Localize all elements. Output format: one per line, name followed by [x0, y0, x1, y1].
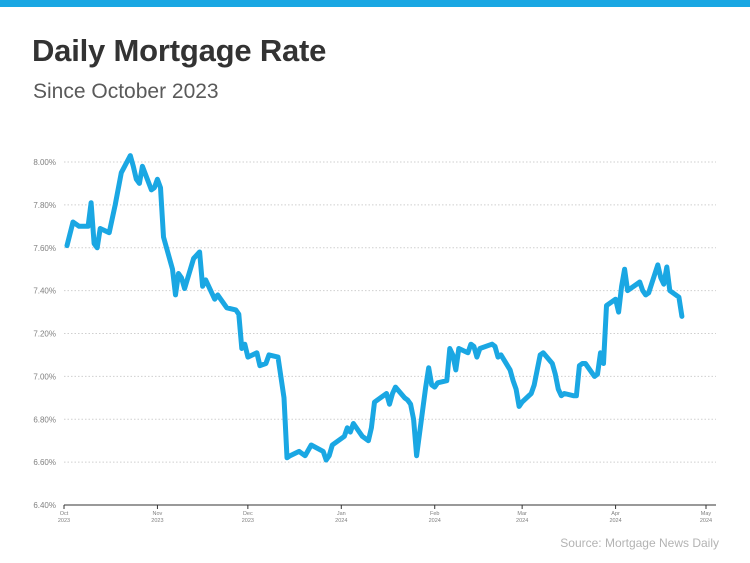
y-tick-label: 6.80%	[33, 415, 56, 424]
x-tick-year-label: 2024	[335, 518, 347, 524]
x-tick-month-label: Jan	[337, 511, 346, 517]
x-tick-month-label: Dec	[243, 511, 253, 517]
chart-subtitle: Since October 2023	[33, 80, 219, 103]
x-tick-year-label: 2024	[609, 518, 621, 524]
x-tick-month-label: Apr	[611, 511, 620, 517]
y-tick-label: 7.80%	[33, 201, 56, 210]
x-tick-month-label: Mar	[517, 511, 527, 517]
x-tick-year-label: 2024	[700, 518, 712, 524]
x-tick-year-label: 2023	[242, 518, 254, 524]
x-tick-month-label: Nov	[153, 511, 163, 517]
y-tick-label: 6.60%	[33, 458, 56, 467]
y-tick-label: 7.20%	[33, 330, 56, 339]
x-tick-month-label: May	[701, 511, 712, 517]
y-tick-label: 6.40%	[33, 501, 56, 510]
y-axis-ticks: 8.00% 7.80% 7.60% 7.40% 7.20% 7.00% 6.80% 6.60%…	[33, 158, 56, 510]
x-tick-year-label: 2023	[58, 518, 70, 524]
y-tick-label: 7.40%	[33, 287, 56, 296]
source-note: Source: Mortgage News Daily	[560, 536, 719, 550]
y-tick-label: 8.00%	[33, 158, 56, 167]
x-tick-month-label: Oct	[60, 511, 69, 517]
y-tick-label: 7.00%	[33, 372, 56, 381]
x-tick-year-label: 2024	[516, 518, 528, 524]
x-tick-year-label: 2024	[429, 518, 441, 524]
y-tick-label: 7.60%	[33, 244, 56, 253]
x-axis-ticks: Oct2023Nov2023Dec2023Jan2024Feb2024Mar20…	[58, 505, 712, 524]
x-tick-year-label: 2023	[151, 518, 163, 524]
mortgage-rate-line	[64, 153, 685, 463]
x-tick-month-label: Feb	[430, 511, 439, 517]
top-accent-bar	[0, 0, 750, 7]
chart-title: Daily Mortgage Rate	[32, 33, 327, 68]
